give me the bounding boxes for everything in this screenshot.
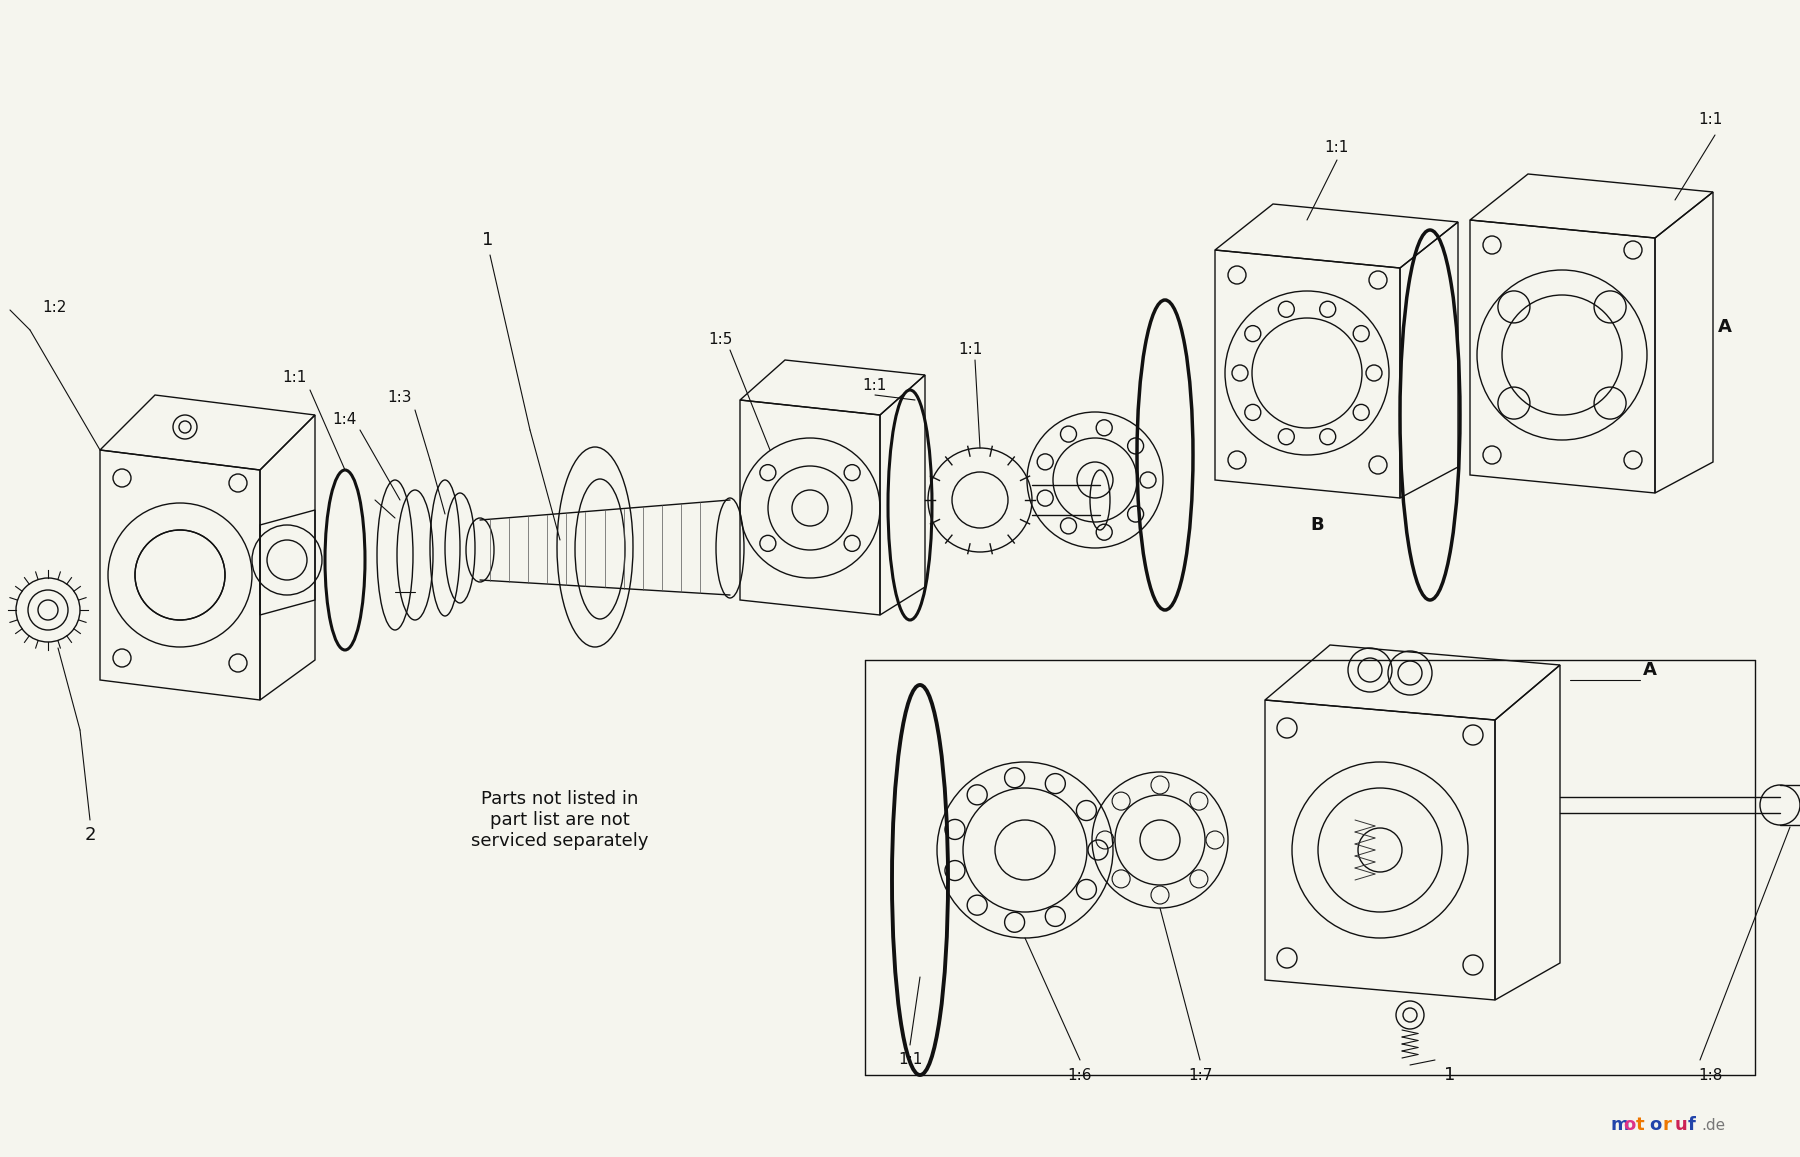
Text: 1:1: 1:1 bbox=[862, 377, 887, 392]
Text: 1:1: 1:1 bbox=[1325, 140, 1350, 155]
Text: 1:3: 1:3 bbox=[387, 391, 412, 405]
Text: 1: 1 bbox=[482, 231, 493, 249]
Text: r: r bbox=[1661, 1117, 1670, 1134]
Text: A: A bbox=[1717, 318, 1732, 336]
Text: m: m bbox=[1609, 1117, 1629, 1134]
Text: t: t bbox=[1636, 1117, 1645, 1134]
Text: 1:1: 1:1 bbox=[958, 342, 983, 358]
Text: 1:1: 1:1 bbox=[898, 1053, 922, 1068]
Text: f: f bbox=[1688, 1117, 1696, 1134]
Text: A: A bbox=[1643, 661, 1658, 679]
Text: Parts not listed in
part list are not
serviced separately: Parts not listed in part list are not se… bbox=[472, 790, 648, 849]
Text: 1:6: 1:6 bbox=[1067, 1068, 1093, 1083]
Text: 1:7: 1:7 bbox=[1188, 1068, 1211, 1083]
Text: 1:8: 1:8 bbox=[1697, 1068, 1723, 1083]
Text: 1:2: 1:2 bbox=[43, 301, 67, 316]
Text: B: B bbox=[1310, 516, 1323, 535]
Text: o: o bbox=[1649, 1117, 1661, 1134]
Text: .de: .de bbox=[1701, 1118, 1724, 1133]
Text: 1:1: 1:1 bbox=[1697, 112, 1723, 127]
Text: 1:1: 1:1 bbox=[283, 370, 308, 385]
Text: o: o bbox=[1624, 1117, 1634, 1134]
Text: 2: 2 bbox=[85, 826, 95, 843]
Text: 1:4: 1:4 bbox=[333, 413, 356, 427]
Text: 1:5: 1:5 bbox=[707, 332, 733, 347]
Text: u: u bbox=[1676, 1117, 1688, 1134]
Text: 1: 1 bbox=[1444, 1066, 1456, 1084]
